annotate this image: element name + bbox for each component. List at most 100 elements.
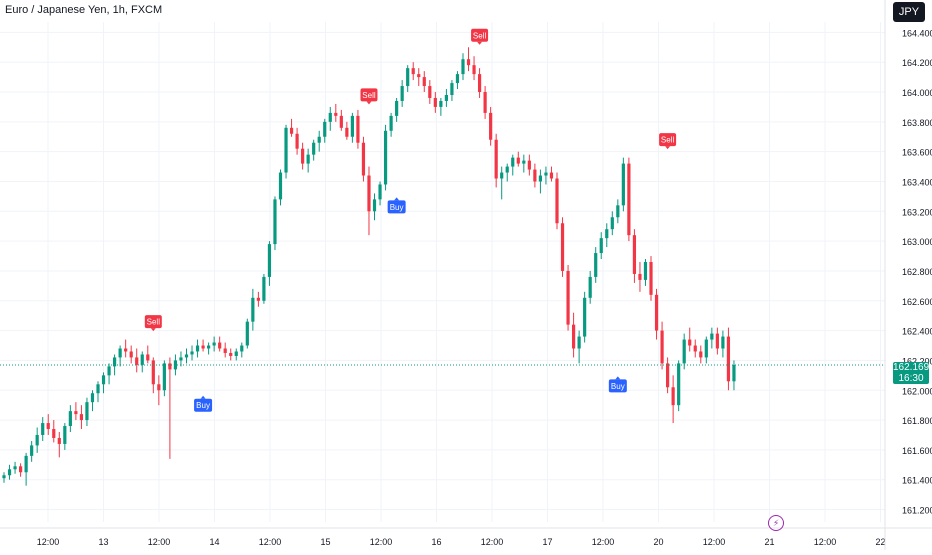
y-tick-label: 162.200: [902, 356, 932, 366]
candle-body: [267, 244, 272, 277]
candle-body: [389, 115, 393, 131]
candle-body: [726, 336, 731, 382]
candle-body: [571, 324, 576, 349]
y-tick-label: 162.000: [902, 386, 932, 396]
candle-body: [627, 163, 631, 236]
candle-body: [356, 115, 360, 143]
candle-body: [306, 154, 310, 164]
bar-countdown: 16:30: [898, 373, 924, 384]
candle-body: [395, 100, 399, 116]
y-tick-label: 164.400: [902, 28, 932, 38]
x-tick-label: 14: [209, 537, 219, 547]
candle-body: [18, 466, 23, 473]
candle-body: [184, 354, 189, 358]
candle-body: [616, 205, 620, 218]
currency-button[interactable]: JPY: [893, 2, 925, 22]
sell-signal[interactable]: Sell: [471, 28, 489, 45]
candle-body: [439, 100, 443, 107]
candle-body: [671, 387, 675, 406]
candle-body: [549, 172, 554, 179]
y-tick-label: 163.200: [902, 207, 932, 217]
candle-body: [74, 411, 78, 415]
candle-body: [444, 94, 448, 101]
candle-body: [57, 437, 61, 444]
candle-body: [146, 354, 150, 361]
candle-body: [284, 127, 288, 173]
candle-body: [30, 445, 34, 456]
lightning-icon[interactable]: ⚡: [768, 515, 784, 531]
sell-signal-badge: [471, 28, 489, 42]
candle-body: [201, 345, 205, 349]
candle-body: [516, 157, 520, 164]
candle-body: [179, 357, 183, 361]
candle-body: [234, 351, 238, 356]
candle-body: [256, 297, 260, 301]
candle-body: [500, 172, 504, 179]
candle-body: [334, 112, 338, 116]
candle-body: [688, 339, 692, 346]
y-tick-label: 161.800: [902, 416, 932, 426]
buy-signal[interactable]: Buy: [387, 197, 406, 214]
x-tick-label: 13: [98, 537, 108, 547]
y-tick-label: 164.200: [902, 58, 932, 68]
sell-signal-label: Sell: [473, 31, 487, 40]
buy-signal[interactable]: Buy: [194, 395, 213, 412]
candle-body: [383, 130, 388, 185]
x-tick-label: 21: [764, 537, 774, 547]
sell-signal-pointer: [366, 101, 372, 105]
sell-signal-badge: [659, 133, 677, 147]
candle-body: [361, 142, 366, 176]
buy-signal-label: Buy: [196, 401, 210, 410]
y-tick-label: 162.800: [902, 267, 932, 277]
candle-body: [328, 112, 332, 122]
candle-body: [90, 393, 95, 403]
candle-body: [560, 223, 565, 271]
candle-body: [323, 121, 327, 137]
y-tick-label: 164.000: [902, 88, 932, 98]
candle-body: [46, 423, 50, 430]
candle-body: [229, 352, 233, 356]
last-price-tag: 162.169 16:30: [893, 362, 929, 384]
candle-body: [278, 172, 283, 200]
candle-body: [317, 136, 321, 143]
y-tick-label: 161.600: [902, 446, 932, 456]
candle-body: [345, 127, 349, 137]
candle-body: [649, 262, 653, 295]
candle-body: [422, 77, 426, 87]
candle-body: [367, 175, 371, 212]
candle-body: [594, 253, 598, 277]
x-tick-label: 12:00: [37, 537, 60, 547]
candle-body: [710, 333, 714, 340]
y-tick-label: 162.600: [902, 297, 932, 307]
candle-body: [2, 475, 6, 479]
candle-body: [85, 402, 89, 421]
candle-body: [588, 276, 592, 298]
sell-signal-label: Sell: [661, 136, 675, 145]
x-tick-label: 17: [542, 537, 552, 547]
candle-body: [212, 342, 216, 346]
candle-body: [538, 175, 543, 182]
sell-signal[interactable]: Sell: [659, 133, 677, 150]
candle-body: [151, 360, 155, 385]
buy-signal[interactable]: Buy: [608, 376, 627, 393]
candle-body: [223, 348, 227, 353]
candle-body: [124, 348, 128, 352]
candle-body: [643, 262, 648, 280]
sell-signal[interactable]: Sell: [144, 315, 162, 332]
candle-body: [79, 414, 84, 421]
candle-body: [666, 363, 670, 388]
candle-body: [350, 115, 354, 137]
x-tick-label: 12:00: [259, 537, 282, 547]
candle-body: [555, 178, 559, 224]
candle-body: [477, 74, 482, 93]
candle-body: [157, 384, 161, 391]
candle-body: [173, 360, 178, 370]
candle-body: [654, 294, 659, 331]
candle-body: [262, 276, 266, 301]
x-tick-label: 22: [875, 537, 885, 547]
sell-signal[interactable]: Sell: [360, 88, 378, 105]
candle-body: [660, 330, 664, 364]
candle-body: [621, 163, 625, 206]
